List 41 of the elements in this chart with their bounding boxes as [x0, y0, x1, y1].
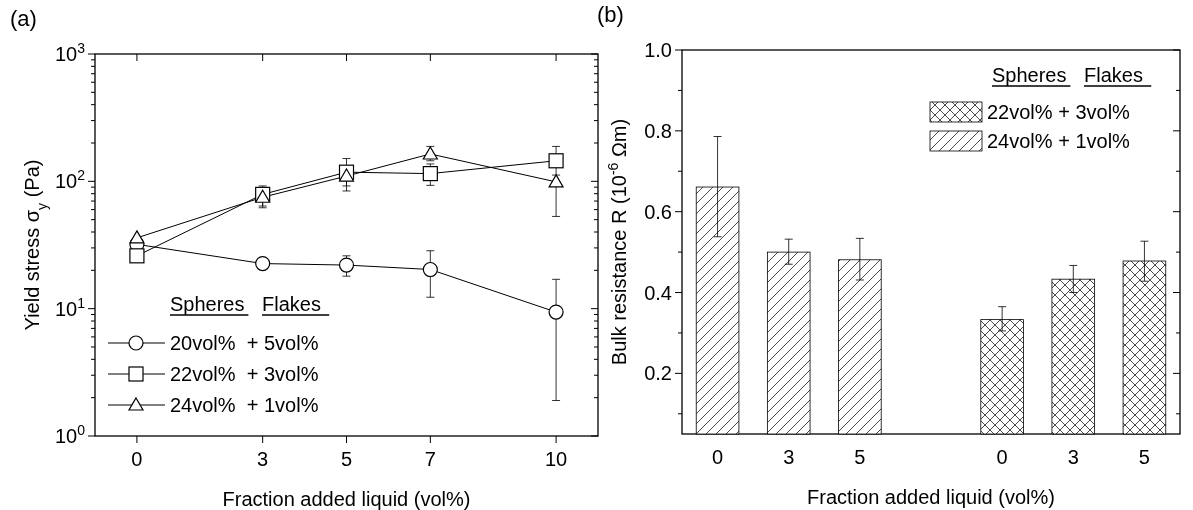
point [129, 230, 145, 244]
x-tick-label: 5 [340, 448, 353, 470]
point [422, 261, 438, 278]
x-axis-title: Fraction added liquid (vol%) [222, 488, 471, 510]
x-tick-label: 3 [257, 448, 269, 470]
point [338, 168, 355, 182]
x-tick-label: 3 [1067, 446, 1079, 468]
y-tick-label: 0.6 [644, 200, 672, 223]
point [548, 153, 564, 169]
y-tick-label: 10$^{1}$ [54, 294, 86, 320]
point [548, 174, 564, 188]
point [255, 255, 271, 272]
y-tick-label: 0.4 [644, 281, 672, 304]
legend-label: 24vol% + 1vol% [987, 130, 1131, 152]
x-axis-title: Fraction added liquid (vol%) [807, 486, 1055, 508]
y-tick-label: 0.2 [644, 362, 672, 385]
y-tick-label: 10$^{2}$ [54, 167, 86, 193]
chart-title: (b) [597, 2, 624, 27]
legend-title: Spheres Flakes [992, 64, 1143, 86]
legend-label: 22vol% + 3vol% [170, 363, 319, 385]
point [422, 166, 438, 182]
point [129, 248, 145, 264]
legend-label: 20vol% + 5vol% [170, 332, 319, 354]
legend-title: Spheres Flakes [170, 293, 321, 315]
legend-label: 22vol% + 3vol% [987, 101, 1131, 123]
x-tick-label: 10 [544, 448, 568, 470]
y-tick-label: 0.8 [644, 119, 672, 142]
x-tick-label: 7 [424, 448, 436, 470]
y-tick-label: 10$^{0}$ [54, 422, 86, 447]
legend-label: 24vol% + 1vol% [170, 394, 319, 416]
x-tick-label: 0 [996, 446, 1008, 468]
x-tick-label: 5 [1138, 446, 1150, 468]
point [338, 257, 355, 273]
x-tick-label: 3 [783, 446, 795, 468]
point [548, 304, 564, 320]
x-tick-label: 0 [712, 446, 724, 468]
y-tick-label: 10$^{3}$ [54, 40, 86, 65]
x-tick-label: 5 [854, 446, 866, 468]
y-tick-label: 1.0 [644, 39, 672, 61]
x-tick-label: 0 [131, 448, 143, 470]
chart-title: (a) [10, 6, 37, 31]
